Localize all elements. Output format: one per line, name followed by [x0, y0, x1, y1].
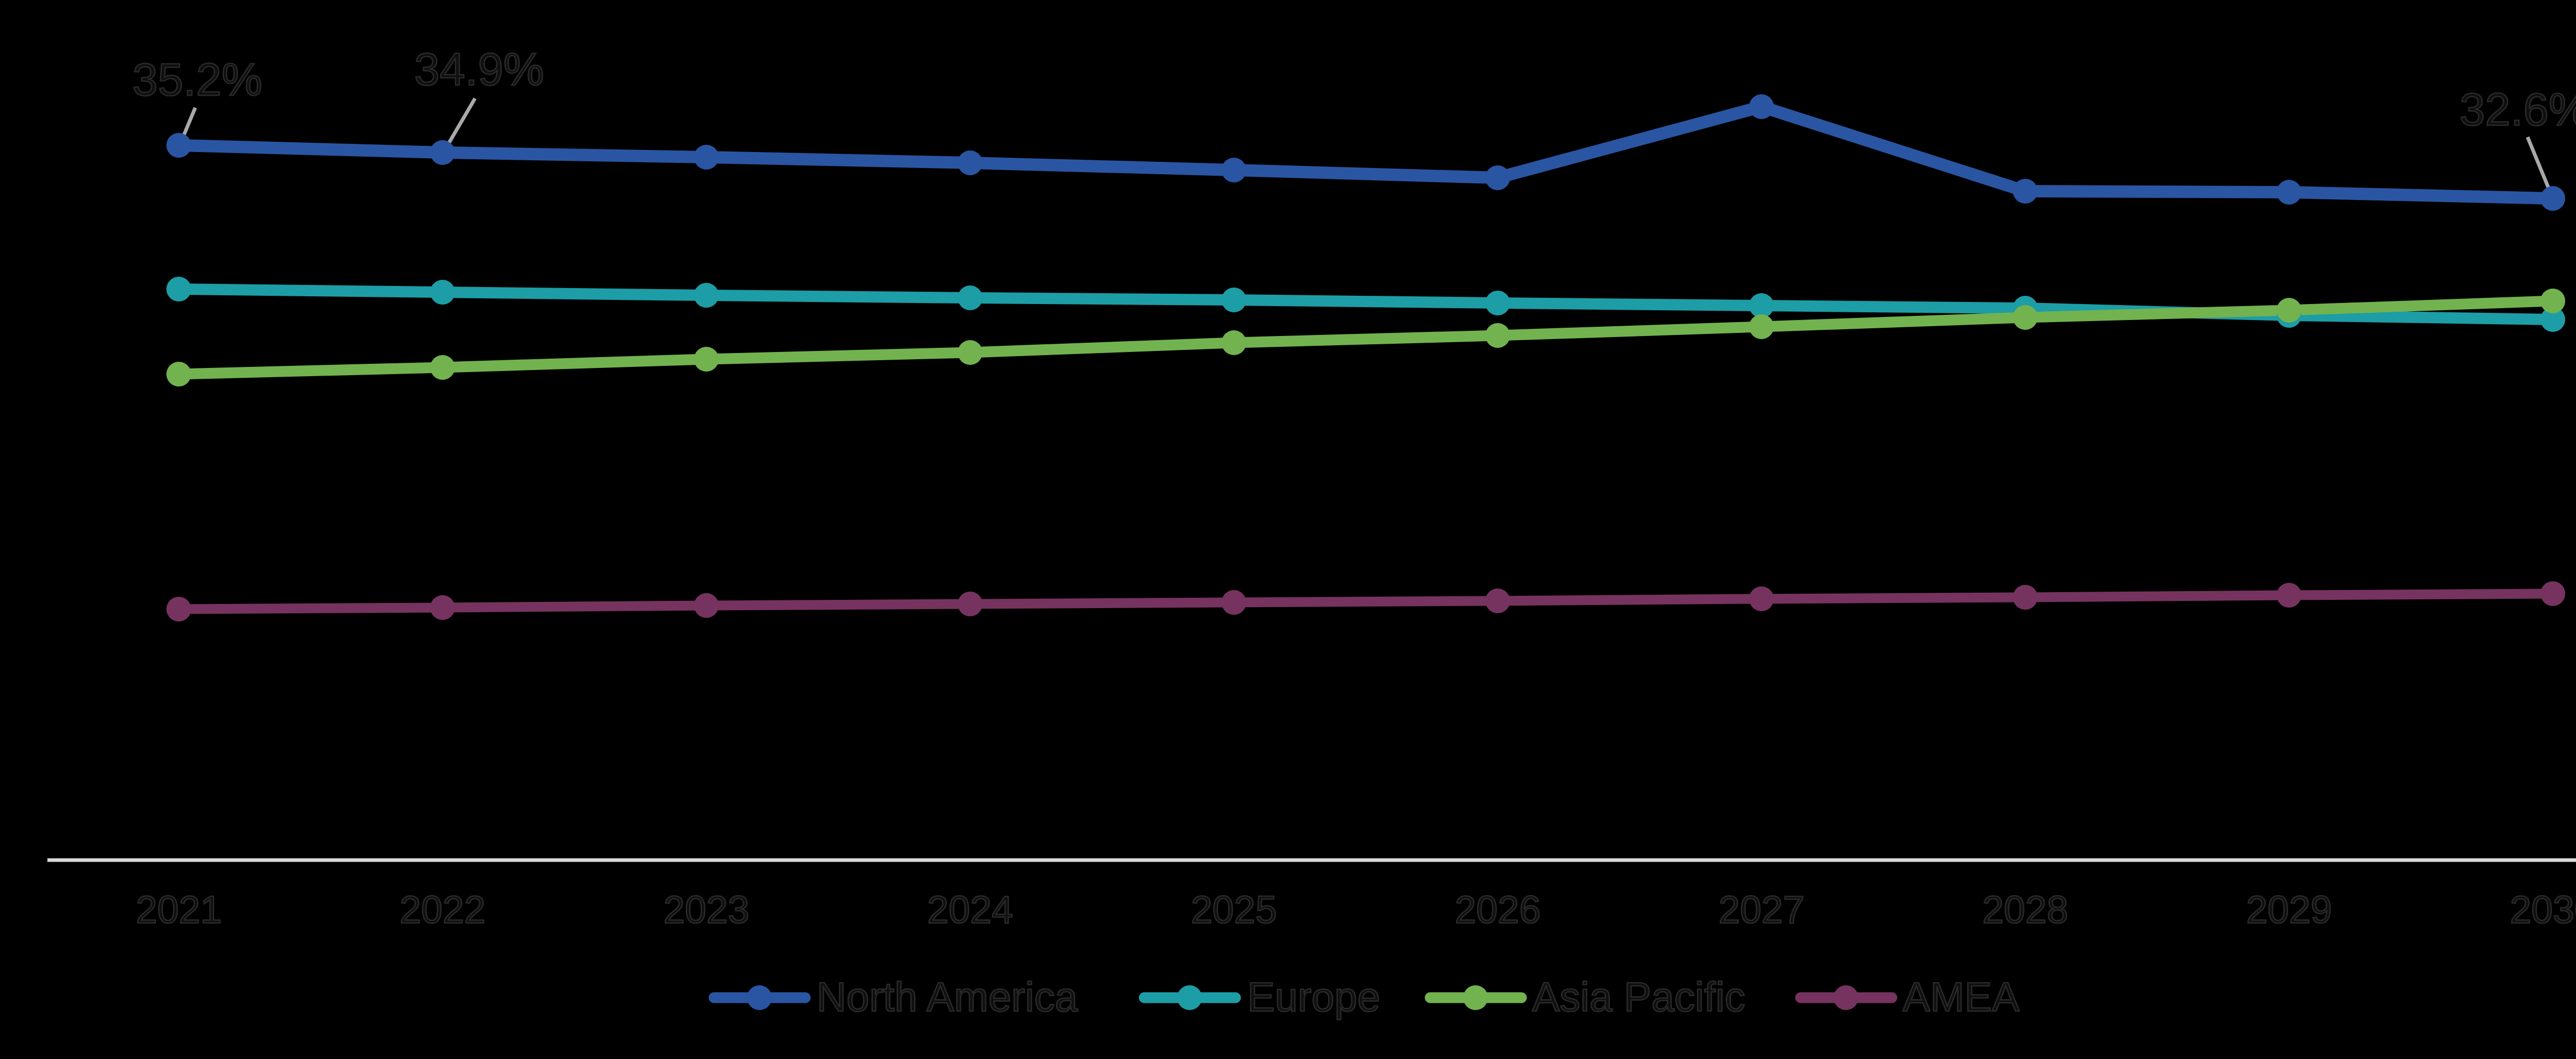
svg-text:2024: 2024 — [927, 888, 1013, 931]
svg-text:2026: 2026 — [1455, 888, 1541, 931]
svg-text:North America: North America — [817, 974, 1078, 1020]
svg-text:2027: 2027 — [1719, 888, 1805, 931]
svg-text:2022: 2022 — [400, 888, 486, 931]
svg-text:34.9%: 34.9% — [414, 43, 544, 95]
svg-text:Europe: Europe — [1247, 974, 1380, 1020]
svg-text:2028: 2028 — [1982, 888, 2069, 931]
svg-text:35.2%: 35.2% — [132, 54, 262, 105]
svg-text:2030: 2030 — [2510, 888, 2576, 931]
svg-text:AMEA: AMEA — [1903, 974, 2020, 1020]
svg-text:2029: 2029 — [2246, 888, 2332, 931]
svg-text:2021: 2021 — [136, 888, 222, 931]
svg-text:2025: 2025 — [1191, 888, 1277, 931]
svg-text:Asia Pacific: Asia Pacific — [1532, 974, 1745, 1020]
svg-text:2023: 2023 — [664, 888, 750, 931]
svg-text:32.6%: 32.6% — [2460, 83, 2576, 135]
